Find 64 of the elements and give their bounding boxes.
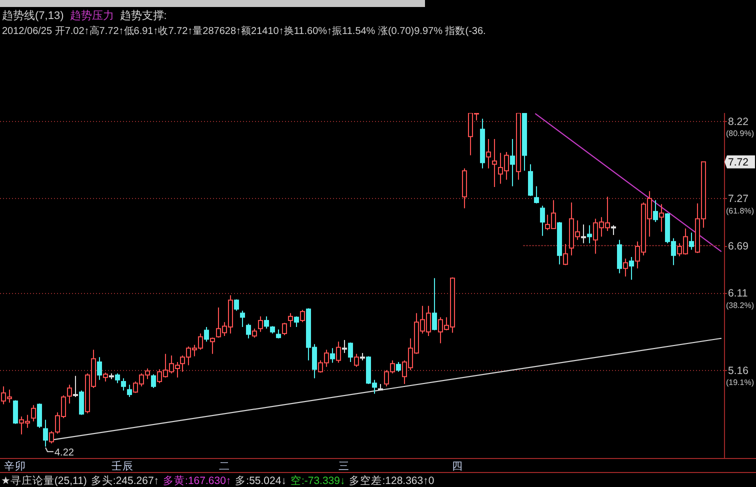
candlestick <box>563 244 568 266</box>
candlestick <box>115 372 120 384</box>
candlestick <box>37 402 42 428</box>
candlestick <box>629 256 634 280</box>
candlestick <box>240 310 245 328</box>
candlestick <box>49 430 54 444</box>
candlestick <box>151 374 156 389</box>
candlestick <box>486 138 491 169</box>
candlestick <box>300 309 305 323</box>
y-tick-label: 7.27 <box>728 193 749 206</box>
chart-subtitle: 2012/06/25 开7.02↑高7.72↑低6.91↑收7.72↑量287628↑额21410↑换11.60%↑振11.54% 涨(0.70)9.97% 指数(-36. <box>2 25 486 37</box>
candlestick <box>348 342 353 362</box>
candlestick <box>330 348 335 364</box>
candlestick <box>492 138 497 188</box>
candlestick <box>432 278 437 331</box>
annotation: ★寻庄论量(25,11) <box>1 475 87 487</box>
x-tick-label: 四 <box>452 460 464 472</box>
candlestick <box>534 186 539 204</box>
annotation: 空:-73.339↓ <box>290 475 346 487</box>
y-tick-label: 8.22 <box>728 116 749 128</box>
candlestick <box>396 361 401 372</box>
candlestick <box>689 232 694 250</box>
ref-line-label: (80.9%) <box>726 129 754 138</box>
candlestick <box>540 205 545 236</box>
candlestick <box>210 337 215 354</box>
candlestick <box>528 164 533 196</box>
y-tick-label: 5.16 <box>728 364 749 377</box>
annotation: 多:55.024↓ <box>235 475 286 487</box>
ref-line-label: (38.2%) <box>726 300 754 310</box>
legend-label: 趋势压力 <box>70 10 114 22</box>
annotation: 多黄:167.630↑ <box>163 475 232 487</box>
ref-line-label: (19.1%) <box>726 378 754 388</box>
annotation: 多头:245.267↑ <box>90 475 160 487</box>
annotation: 多空差:128.363↑0 <box>349 475 434 487</box>
y-tick-label: 7.72 <box>728 156 749 169</box>
candlestick <box>288 312 293 328</box>
y-tick-label: 6.69 <box>728 240 749 252</box>
candlestick <box>653 200 658 223</box>
candlestick <box>258 316 263 332</box>
candlestick <box>587 224 592 244</box>
candlestick <box>282 322 287 336</box>
candlestick <box>121 378 126 391</box>
candlestick <box>97 356 102 380</box>
x-tick-label: 二 <box>218 460 230 472</box>
y-tick-label: 6.11 <box>728 288 748 300</box>
candlestick <box>43 419 48 448</box>
candlestick <box>264 316 269 330</box>
x-tick-label: 三 <box>338 460 350 472</box>
candlestick <box>204 326 209 342</box>
candlestick <box>31 404 36 422</box>
candlestick <box>623 258 628 278</box>
legend-label: 趋势支撑: <box>120 10 167 22</box>
candlestick <box>79 390 84 416</box>
candlestick <box>510 138 515 187</box>
x-tick-label: 壬辰 <box>112 460 134 472</box>
x-tick-label: 辛卯 <box>4 460 26 472</box>
ref-line-label: (61.8%) <box>726 206 754 216</box>
candlestick <box>246 323 251 339</box>
candlestick <box>127 384 132 398</box>
candlestick <box>13 400 18 424</box>
candlestick <box>617 239 622 274</box>
candlestick <box>659 204 664 232</box>
chart-title: 趋势线(7,13) <box>2 9 64 22</box>
annotation: 4.22 <box>54 448 74 459</box>
